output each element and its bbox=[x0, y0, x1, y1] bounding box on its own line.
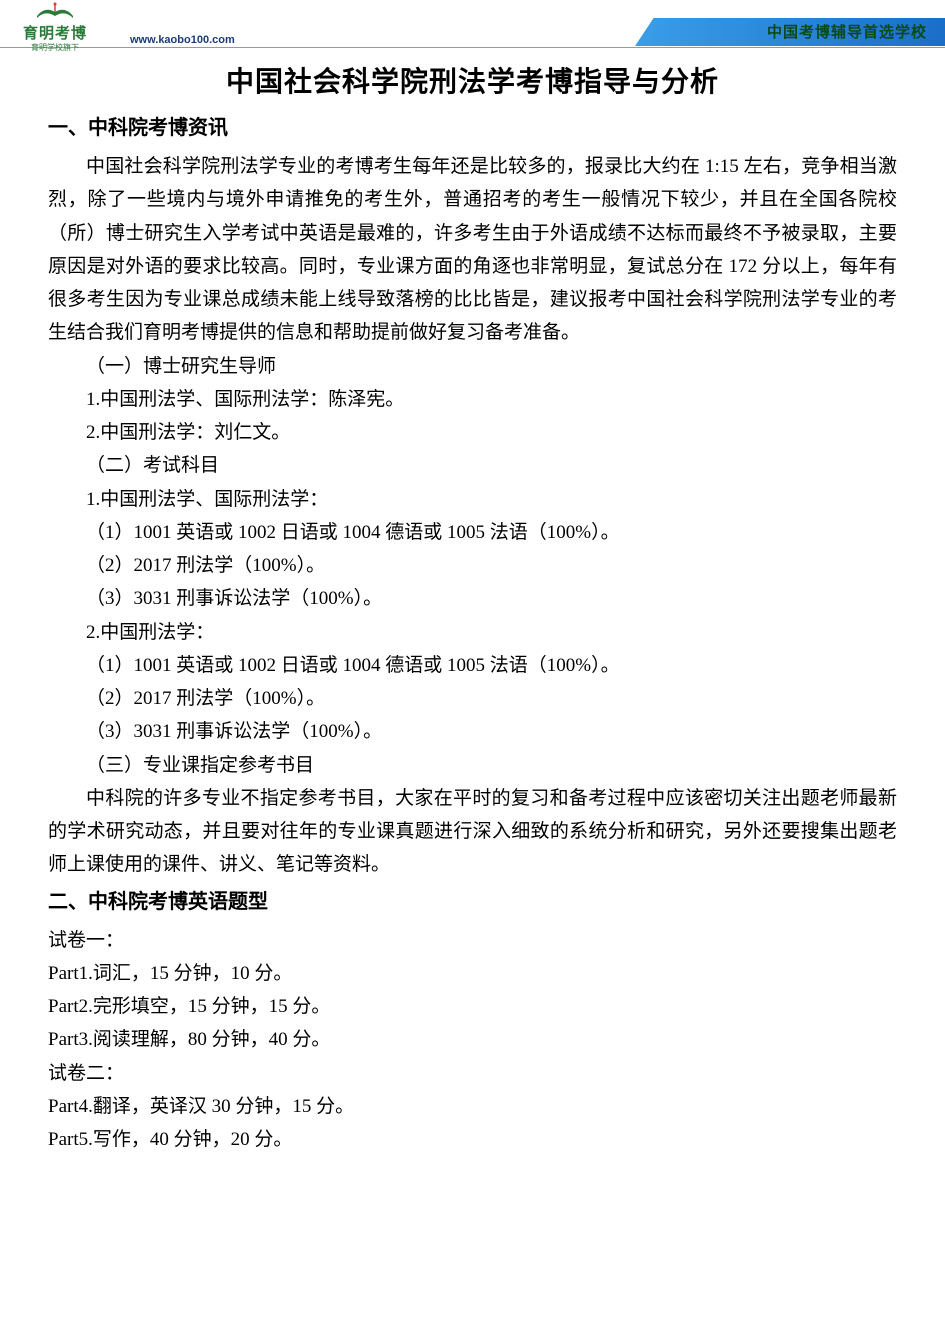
header-banner-text: 中国考博辅导首选学校 bbox=[767, 21, 927, 42]
website-url: www.kaobo100.com bbox=[130, 34, 235, 46]
sub2-item2-3: （3）3031 刑事诉讼法学（100%）。 bbox=[48, 715, 897, 748]
sub2-item1-1: （1）1001 英语或 1002 日语或 1004 德语或 1005 法语（10… bbox=[48, 516, 897, 549]
document-content: 中国社会科学院刑法学考博指导与分析 一、中科院考博资讯 中国社会科学院刑法学专业… bbox=[0, 48, 945, 1176]
section1-header: 一、中科院考博资讯 bbox=[48, 112, 897, 144]
page-header: 育明考博 育明学校旗下 www.kaobo100.com 中国考博辅导首选学校 bbox=[0, 0, 945, 48]
part5: Part5.写作，40 分钟，20 分。 bbox=[48, 1123, 897, 1156]
sub1-item1: 1.中国刑法学、国际刑法学：陈泽宪。 bbox=[48, 383, 897, 416]
book-logo-icon bbox=[20, 2, 90, 24]
part4: Part4.翻译，英译汉 30 分钟，15 分。 bbox=[48, 1090, 897, 1123]
paper2-label: 试卷二： bbox=[48, 1057, 897, 1090]
sub2-item2: 2.中国刑法学： bbox=[48, 616, 897, 649]
logo-main-text: 育明考博 bbox=[23, 22, 87, 43]
sub2-item1: 1.中国刑法学、国际刑法学： bbox=[48, 483, 897, 516]
page-title: 中国社会科学院刑法学考博指导与分析 bbox=[48, 60, 897, 100]
sub3-para: 中科院的许多专业不指定参考书目，大家在平时的复习和备考过程中应该密切关注出题老师… bbox=[48, 782, 897, 882]
logo-area: 育明考博 育明学校旗下 bbox=[20, 2, 90, 53]
part3: Part3.阅读理解，80 分钟，40 分。 bbox=[48, 1023, 897, 1056]
sub1-item2: 2.中国刑法学：刘仁文。 bbox=[48, 416, 897, 449]
sub1-header: （一）博士研究生导师 bbox=[48, 350, 897, 383]
logo-sub-text: 育明学校旗下 bbox=[31, 42, 79, 53]
section2-header: 二、中科院考博英语题型 bbox=[48, 886, 897, 918]
sub2-item1-2: （2）2017 刑法学（100%）。 bbox=[48, 549, 897, 582]
part2: Part2.完形填空，15 分钟，15 分。 bbox=[48, 990, 897, 1023]
sub2-item2-2: （2）2017 刑法学（100%）。 bbox=[48, 682, 897, 715]
sub2-header: （二）考试科目 bbox=[48, 449, 897, 482]
part1: Part1.词汇，15 分钟，10 分。 bbox=[48, 957, 897, 990]
section1-para1: 中国社会科学院刑法学专业的考博考生每年还是比较多的，报录比大约在 1:15 左右… bbox=[48, 150, 897, 350]
paper1-label: 试卷一： bbox=[48, 924, 897, 957]
sub2-item2-1: （1）1001 英语或 1002 日语或 1004 德语或 1005 法语（10… bbox=[48, 649, 897, 682]
sub3-header: （三）专业课指定参考书目 bbox=[48, 749, 897, 782]
sub2-item1-3: （3）3031 刑事诉讼法学（100%）。 bbox=[48, 582, 897, 615]
